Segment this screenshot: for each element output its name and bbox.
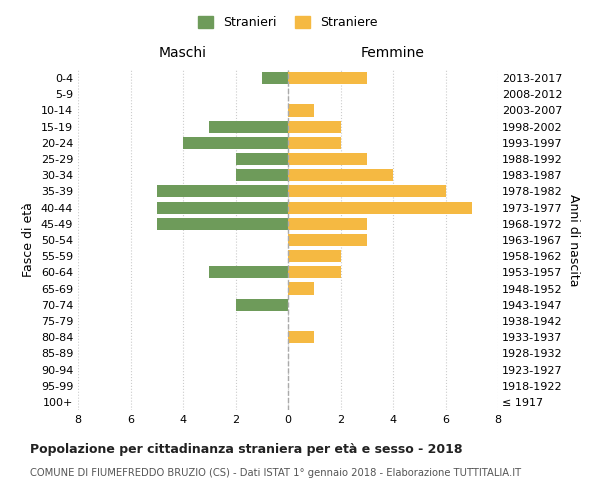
Bar [157,202,288,213]
Bar [288,202,472,213]
Text: Popolazione per cittadinanza straniera per età e sesso - 2018: Popolazione per cittadinanza straniera p… [30,442,463,456]
Text: COMUNE DI FIUMEFREDDO BRUZIO (CS) - Dati ISTAT 1° gennaio 2018 - Elaborazione TU: COMUNE DI FIUMEFREDDO BRUZIO (CS) - Dati… [30,468,521,477]
Bar [209,266,288,278]
Text: Maschi: Maschi [159,46,207,60]
Bar [288,331,314,343]
Bar [288,266,341,278]
Bar [235,169,288,181]
Bar [288,104,314,117]
Bar [288,169,393,181]
Bar [235,298,288,311]
Bar [288,137,341,149]
Y-axis label: Anni di nascita: Anni di nascita [566,194,580,286]
Bar [209,120,288,132]
Bar [288,153,367,165]
Text: Femmine: Femmine [361,46,425,60]
Legend: Stranieri, Straniere: Stranieri, Straniere [193,11,383,34]
Y-axis label: Fasce di età: Fasce di età [22,202,35,278]
Bar [288,234,367,246]
Bar [288,282,314,294]
Bar [157,218,288,230]
Bar [288,120,341,132]
Bar [262,72,288,84]
Bar [183,137,288,149]
Bar [235,153,288,165]
Bar [288,218,367,230]
Bar [288,72,367,84]
Bar [288,250,341,262]
Bar [288,186,445,198]
Bar [157,186,288,198]
